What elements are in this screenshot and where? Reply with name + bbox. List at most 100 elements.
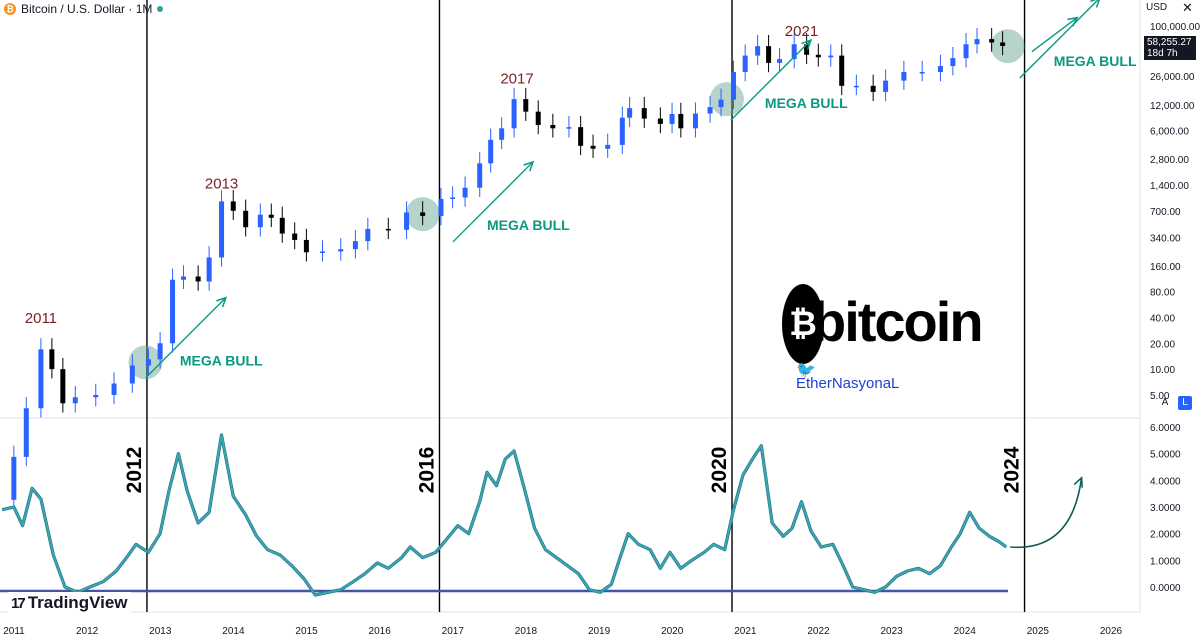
candle-body	[870, 85, 876, 92]
candle-body	[1000, 42, 1006, 46]
cycle-peak-label: 2011	[25, 310, 57, 327]
candle-body	[157, 343, 163, 360]
oscillator-tick-label: 3.0000	[1150, 503, 1181, 514]
candle-body	[605, 144, 611, 149]
candle-body	[352, 241, 358, 250]
candle-body	[170, 279, 176, 344]
candle-body	[23, 408, 29, 457]
tradingview-mark-icon: 17	[11, 594, 26, 612]
mega-bull-arrow	[1019, 0, 1099, 79]
mega-bull-arrow	[730, 39, 812, 121]
halving-year-label: 2016	[415, 447, 438, 494]
time-tick-label: 2023	[880, 626, 903, 637]
candle-body	[692, 113, 698, 129]
candle-body	[669, 113, 675, 124]
candle-body	[292, 233, 298, 240]
candle-body	[303, 239, 309, 253]
candle-body	[206, 257, 212, 282]
candle-body	[93, 394, 99, 398]
oscillator-projection-curve	[1010, 477, 1083, 549]
candle-body	[181, 276, 187, 280]
price-tick-label: 12,000.00	[1150, 101, 1195, 112]
candle-body	[791, 44, 797, 60]
candle-body	[963, 44, 969, 59]
mega-bull-label: MEGA BULL	[1054, 53, 1137, 69]
price-tick-label: 1,400.00	[1150, 181, 1189, 192]
author-handle: EtherNasyonaL	[796, 375, 900, 392]
candle-body	[319, 251, 325, 253]
candle-body	[828, 55, 834, 58]
time-tick-label: 2025	[1027, 626, 1050, 637]
candle-body	[657, 118, 663, 124]
candle-body	[11, 456, 17, 500]
candle-countdown: 18d 7h	[1147, 48, 1178, 59]
candle-body	[777, 59, 783, 63]
oscillator-tick-label: 6.0000	[1150, 423, 1181, 434]
candle-body	[742, 55, 748, 72]
mega-bull-arrowhead	[1090, 0, 1100, 8]
halving-year-label: 2012	[123, 447, 146, 494]
tradingview-logo[interactable]: 17 TradingView	[8, 592, 131, 614]
oscillator-tick-label: 2.0000	[1150, 530, 1181, 541]
candle-body	[730, 71, 736, 100]
candle-body	[365, 228, 371, 242]
last-price-value: 58,255.27	[1147, 37, 1192, 48]
candle-body	[243, 210, 249, 228]
cycle-peak-label: 2017	[500, 71, 533, 88]
symbol-header[interactable]: ₿ Bitcoin / U.S. Dollar · 1M	[4, 2, 164, 16]
log-scale-button[interactable]: L	[1178, 396, 1192, 410]
mega-bull-arrow	[145, 297, 227, 379]
bitcoin-coin-icon: ₿	[4, 3, 16, 15]
candle-body	[641, 108, 647, 119]
price-tick-label: 26,000.00	[1150, 72, 1195, 83]
close-icon[interactable]: ✕	[1182, 0, 1193, 15]
candle-body	[385, 228, 391, 231]
halving-circle-marker	[128, 345, 163, 380]
oscillator-line	[1, 434, 1007, 596]
halving-circle-marker	[990, 29, 1025, 64]
halving-circle-marker	[709, 82, 744, 117]
candle-body	[815, 54, 821, 58]
price-tick-label: 100,000.00	[1150, 22, 1200, 33]
candle-body	[989, 39, 995, 43]
mega-bull-arrow	[452, 161, 534, 243]
candle-body	[145, 359, 151, 366]
candle-body	[60, 369, 66, 404]
candle-body	[257, 214, 263, 228]
candle-body	[755, 46, 761, 56]
price-tick-label: 160.00	[1150, 262, 1181, 273]
candle-body	[462, 187, 468, 198]
time-tick-label: 2024	[954, 626, 977, 637]
cycle-peak-label: 2013	[205, 175, 238, 192]
candle-body	[38, 349, 44, 409]
symbol-title: Bitcoin / U.S. Dollar · 1M	[21, 2, 153, 16]
bitcoin-wordmark: bitcoin	[812, 290, 984, 353]
currency-button[interactable]: USD	[1146, 2, 1168, 13]
price-tick-label: 10.00	[1150, 365, 1175, 376]
candle-body	[477, 163, 483, 188]
candle-body	[523, 99, 529, 112]
cycle-peak-label: 2021	[785, 23, 818, 40]
candle-body	[919, 71, 925, 74]
mega-bull-arrowhead	[216, 296, 228, 308]
auto-scale-button[interactable]: A	[1161, 397, 1169, 408]
time-tick-label: 2021	[734, 626, 757, 637]
candle-body	[901, 71, 907, 81]
candle-body	[839, 55, 845, 86]
candle-body	[49, 349, 55, 370]
candle-body	[404, 212, 410, 230]
mega-bull-arrowhead	[801, 38, 813, 50]
candle-body	[535, 111, 541, 125]
time-tick-label: 2018	[515, 626, 538, 637]
mega-bull-label: MEGA BULL	[765, 95, 848, 111]
candle-body	[438, 199, 444, 216]
price-tick-label: 20.00	[1150, 339, 1175, 350]
oscillator-tick-label: 0.0000	[1150, 583, 1181, 594]
candle-body	[488, 139, 494, 164]
candle-body	[268, 214, 274, 218]
candle-body	[230, 201, 236, 211]
time-tick-label: 2012	[76, 626, 99, 637]
candle-body	[718, 99, 724, 108]
projection-arrow	[1031, 16, 1078, 53]
